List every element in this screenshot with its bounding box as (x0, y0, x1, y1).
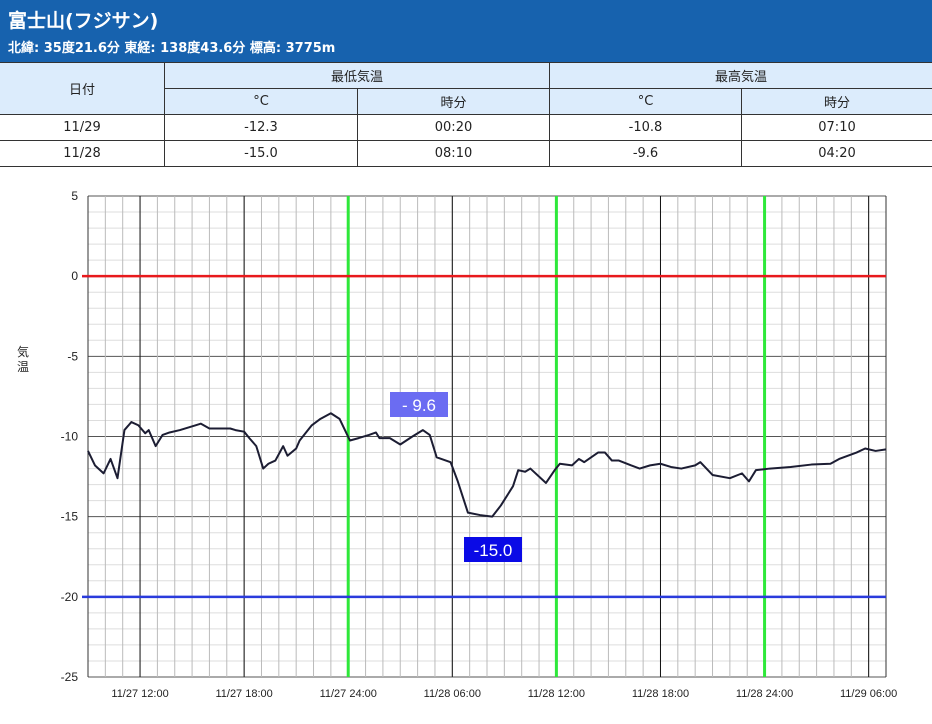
y-axis-label: 温 (17, 360, 29, 374)
station-title: 富士山(フジサン) (8, 10, 159, 32)
min-time-header: 時分 (357, 88, 550, 115)
date-cell: 11/29 (0, 114, 165, 141)
max-time-cell: 07:10 (741, 114, 932, 141)
max-cell: -9.6 (549, 140, 742, 167)
table-row: 11/28 -15.0 08:10 -9.6 04:20 (0, 140, 932, 167)
y-tick-label: -15 (61, 510, 79, 524)
temperature-line (87, 412, 887, 518)
temperature-table: 日付 最低気温 最高気温 °C 時分 °C 時分 11/29 -12.3 00:… (0, 62, 932, 167)
station-header: 富士山(フジサン) 北緯: 35度21.6分 東経: 138度43.6分 標高:… (0, 0, 932, 62)
min-cell: -12.3 (164, 114, 358, 141)
date-cell: 11/28 (0, 140, 165, 167)
min-temp-header: 最低気温 (164, 62, 550, 89)
min-time-cell: 00:20 (357, 114, 550, 141)
x-tick-label: 11/28 18:00 (632, 688, 689, 700)
y-tick-label: -10 (61, 430, 79, 444)
station-location: 北緯: 35度21.6分 東経: 138度43.6分 標高: 3775m (8, 41, 336, 56)
y-tick-label: 0 (71, 269, 78, 283)
x-tick-label: 11/28 24:00 (736, 688, 793, 700)
y-tick-label: -20 (61, 590, 79, 604)
annotation-box (390, 392, 448, 417)
max-unit-header: °C (549, 88, 742, 115)
max-time-cell: 04:20 (741, 140, 932, 167)
min-unit-header: °C (164, 88, 358, 115)
annotation-box (464, 537, 522, 562)
min-cell: -15.0 (164, 140, 358, 167)
x-tick-label: 11/28 06:00 (424, 688, 481, 700)
table-header-row: 日付 最低気温 最高気温 (0, 62, 932, 115)
annotation-label: - 9.6 (402, 396, 436, 415)
x-tick-label: 11/27 24:00 (320, 688, 377, 700)
annotation-label: -15.0 (474, 541, 513, 560)
min-time-cell: 08:10 (357, 140, 550, 167)
date-header: 日付 (0, 62, 165, 115)
x-tick-label: 11/29 06:00 (840, 688, 897, 700)
y-tick-label: -25 (61, 670, 79, 684)
temperature-chart: 11/27 12:00 11/27 18:00 11/27 24:00 11/28 0… (17, 189, 897, 700)
table-row: 11/29 -12.3 00:20 -10.8 07:10 (0, 114, 932, 141)
x-tick-label: 11/27 18:00 (215, 688, 272, 700)
x-tick-label: 11/27 12:00 (111, 688, 168, 700)
x-tick-label: 11/28 12:00 (528, 688, 585, 700)
table-subheader-row: °C 時分 °C 時分 (0, 88, 932, 115)
max-time-header: 時分 (741, 88, 932, 115)
max-temp-header: 最高気温 (549, 62, 932, 89)
max-cell: -10.8 (549, 114, 742, 141)
y-tick-label: 5 (71, 189, 78, 203)
y-tick-label: -5 (67, 349, 78, 363)
y-axis-label: 気 (17, 344, 29, 359)
